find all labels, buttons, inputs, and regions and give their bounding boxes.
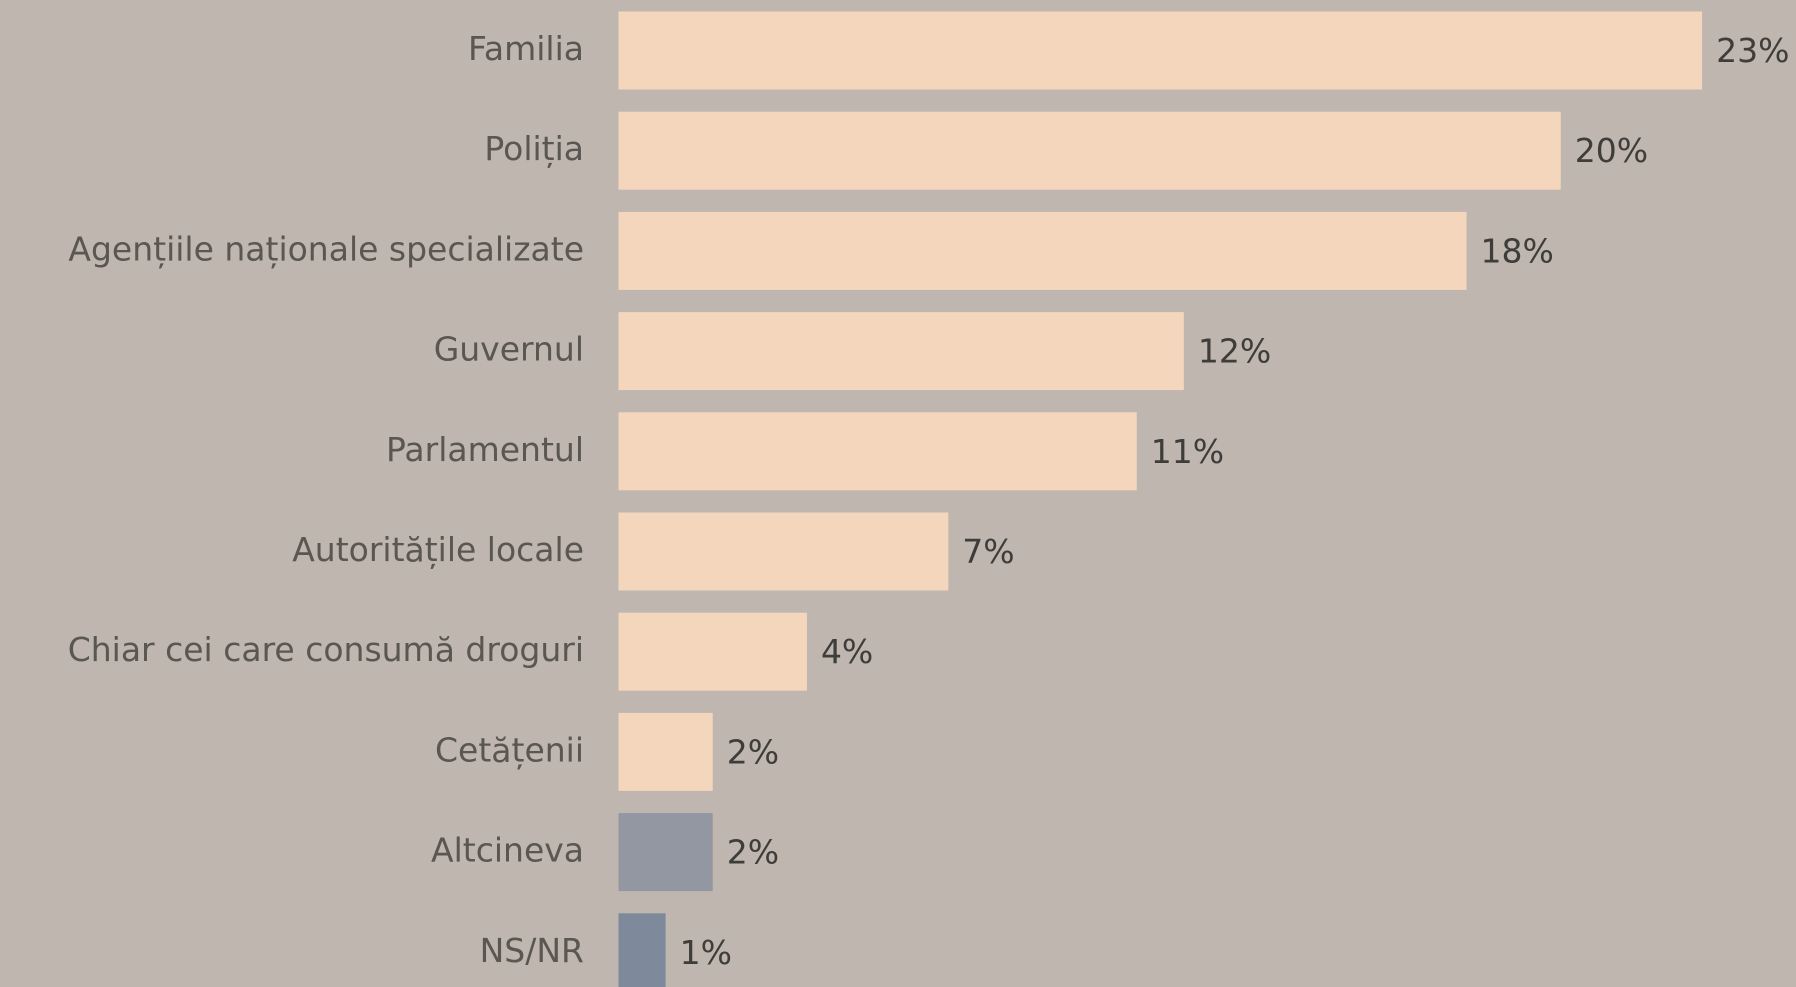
value-label: 2% <box>727 732 779 771</box>
category-label: Familia <box>468 29 584 68</box>
bar <box>618 211 1467 290</box>
value-label: 7% <box>962 532 1014 571</box>
bar <box>618 312 1184 391</box>
bar <box>618 111 1561 190</box>
bar <box>618 913 666 987</box>
value-label: 4% <box>821 632 873 671</box>
bar <box>618 412 1137 491</box>
category-label: Parlamentul <box>386 430 584 469</box>
value-label: 23% <box>1716 31 1789 70</box>
bar <box>618 11 1703 90</box>
bar <box>618 512 949 591</box>
value-label: 1% <box>680 933 732 972</box>
bar <box>618 712 713 791</box>
category-label: Poliția <box>484 129 584 169</box>
bar <box>618 813 713 892</box>
value-label: 20% <box>1575 131 1648 170</box>
category-label: Cetățenii <box>435 730 584 770</box>
category-label: Autoritățile locale <box>292 530 584 570</box>
value-label: 18% <box>1481 231 1554 270</box>
category-label: Agențiile naționale specializate <box>68 229 584 269</box>
category-label: Guvernul <box>434 330 584 369</box>
category-label: NS/NR <box>480 931 584 970</box>
value-label: 11% <box>1151 432 1224 471</box>
category-label: Chiar cei care consumă droguri <box>68 630 584 669</box>
value-label: 12% <box>1198 332 1271 371</box>
bar <box>618 612 807 691</box>
category-label: Altcineva <box>431 831 584 870</box>
value-label: 2% <box>727 833 779 872</box>
